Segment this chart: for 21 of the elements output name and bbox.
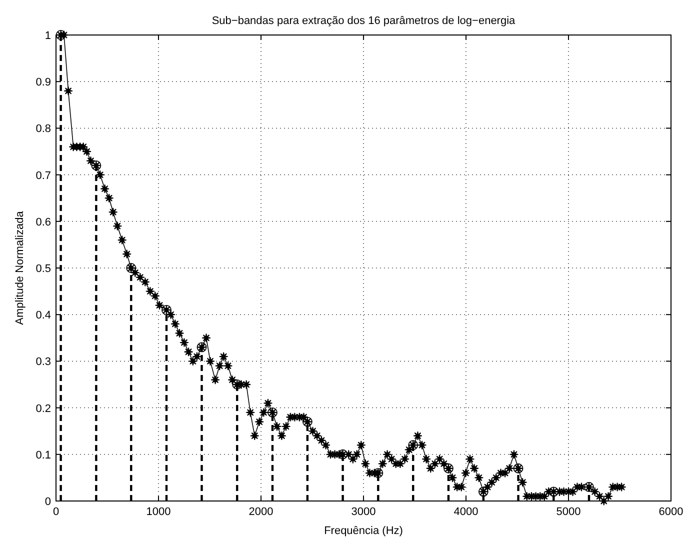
y-tick-label: 0.7	[36, 170, 51, 182]
x-tick-label: 3000	[351, 506, 376, 518]
y-tick-label: 0.1	[36, 449, 51, 462]
x-tick-label: 1000	[146, 506, 171, 518]
x-tick-label: 0	[52, 506, 60, 518]
x-tick-label: 6000	[658, 506, 684, 518]
y-tick-label: 1	[44, 30, 51, 42]
x-axis-title: Frequência (Hz)	[324, 525, 403, 537]
y-tick-label: 0.4	[36, 310, 51, 322]
x-tick-label: 5000	[556, 506, 581, 518]
y-tick-label: 0.5	[36, 263, 51, 275]
x-tick-label: 2000	[248, 506, 274, 518]
y-tick-label: 0.6	[36, 216, 51, 228]
y-tick-label: 0.3	[36, 356, 51, 368]
y-tick-label: 0.2	[36, 402, 51, 415]
y-tick-label: 0.8	[36, 123, 51, 136]
chart-title: Sub−bandas para extração dos 16 parâmetros de log−energia	[212, 15, 516, 27]
x-tick-label: 4000	[454, 506, 478, 518]
y-tick-label: 0	[44, 496, 51, 508]
y-tick-label: 0.9	[36, 76, 51, 89]
y-axis-title: Amplitude Normalizada	[14, 210, 26, 325]
